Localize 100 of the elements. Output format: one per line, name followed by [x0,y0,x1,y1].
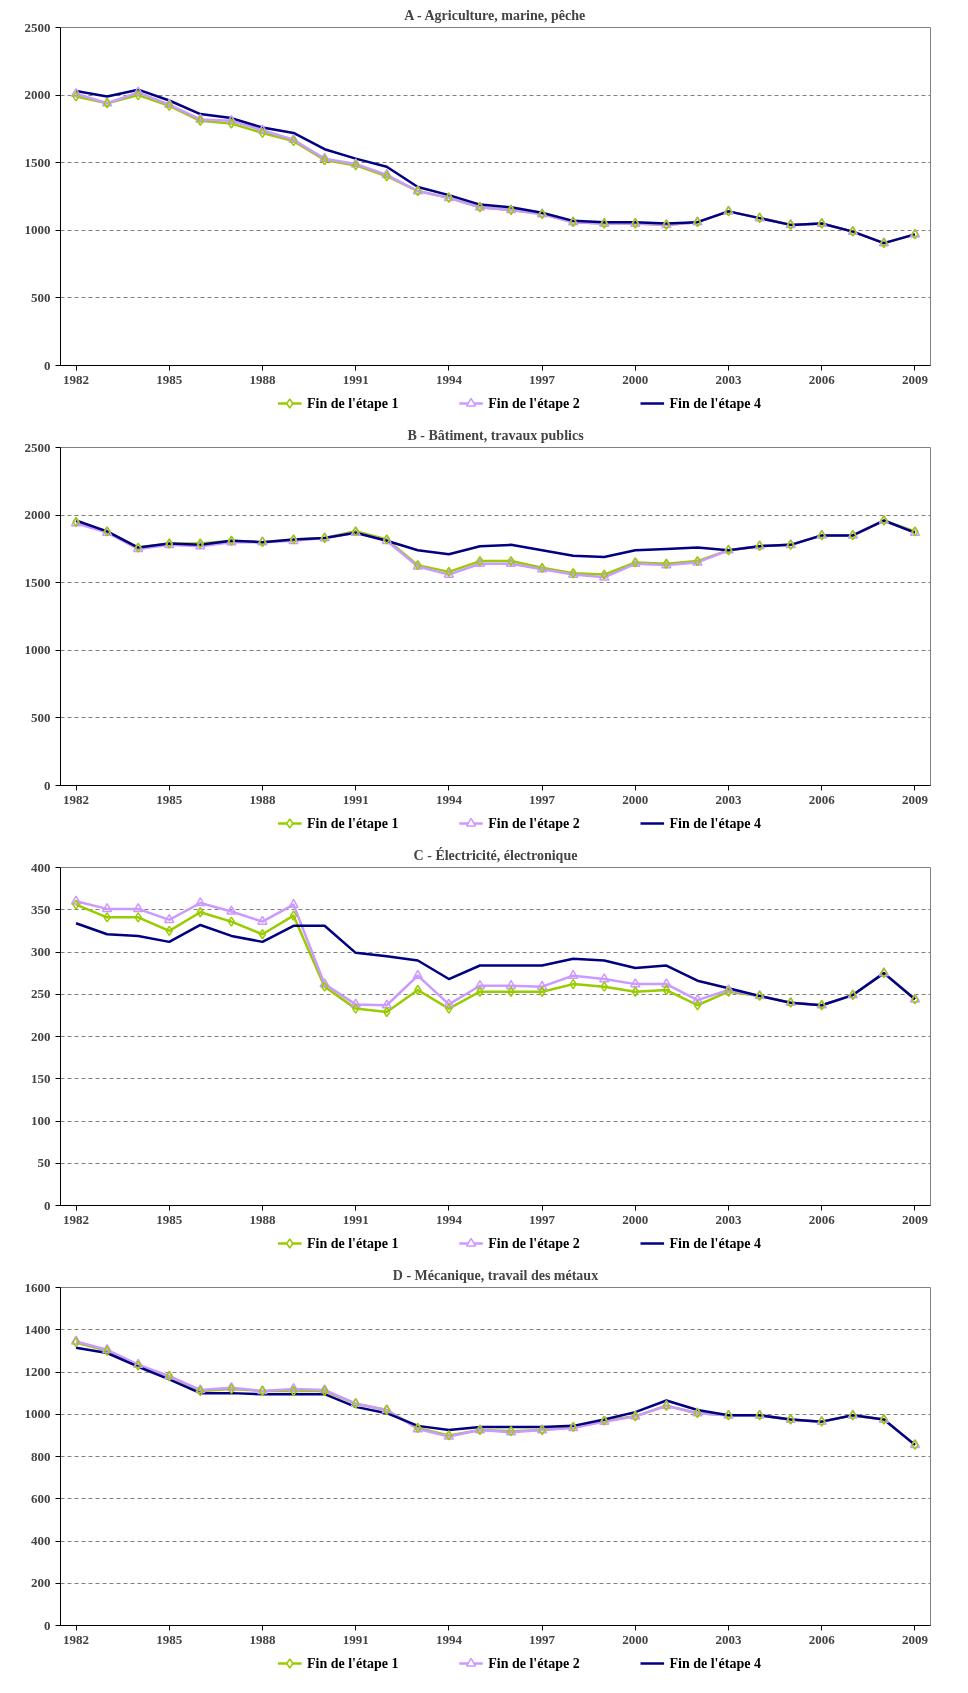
point [227,118,236,129]
legend-label: Fin de l'étape 4 [669,1656,761,1671]
y-tick-label: 50 [37,1155,51,1171]
x-tick-label: 1997 [529,1631,556,1647]
y-tick-label: 0 [44,1197,51,1213]
point [320,154,329,166]
x-tick-label: 1991 [342,1211,369,1227]
x-tick-label: 2009 [901,791,929,807]
x-tick-label: 1994 [435,371,463,387]
point [227,916,236,927]
point [661,978,672,988]
y-tick-label: 200 [31,1575,51,1591]
chart-title: A - Agriculture, marine, pêche [404,7,586,23]
x-tick-label: 2003 [715,791,743,807]
point [103,912,111,923]
y-tick-label: 2000 [24,87,51,103]
legend-label: Fin de l'étape 1 [307,1656,399,1671]
chart-title: B - Bâtiment, travaux publics [407,427,585,443]
point [196,115,205,127]
point [164,98,175,108]
legend-label: Fin de l'étape 1 [307,396,399,411]
y-tick-label: 2500 [24,19,51,35]
point [289,910,298,921]
x-tick-label: 2000 [622,791,649,807]
point [288,1382,299,1393]
point [443,998,455,1008]
chart-title: C - Électricité, électronique [413,846,578,863]
x-tick-label: 1982 [63,1211,90,1227]
point [662,984,671,996]
point [72,91,80,102]
legend-label: Fin de l'étape 2 [488,816,580,831]
y-tick-label: 150 [31,1070,51,1086]
point [196,907,205,918]
point [567,969,579,980]
point [258,929,267,940]
point [101,902,113,913]
x-tick-label: 1994 [435,1631,463,1647]
x-tick-label: 2000 [622,371,649,387]
x-tick-label: 1985 [156,1211,183,1227]
x-tick-label: 1985 [156,791,183,807]
point [350,998,361,1008]
point [630,978,641,988]
x-tick-label: 1982 [63,371,90,387]
x-tick-label: 2006 [808,1211,836,1227]
point [132,86,144,96]
y-tick-label: 0 [44,1617,51,1633]
point [289,1385,298,1397]
point [412,969,424,980]
x-tick-label: 1985 [156,371,183,387]
x-tick-label: 2009 [901,371,929,387]
y-tick-label: 2000 [24,507,51,523]
point [195,113,206,123]
legend-label: Fin de l'étape 2 [488,396,580,411]
x-tick-label: 1982 [63,791,90,807]
legend-label: Fin de l'étape 1 [307,816,399,831]
point [445,1003,453,1014]
point [536,980,548,990]
x-tick-label: 2003 [715,1631,743,1647]
legend-label: Fin de l'étape 2 [488,1236,580,1251]
y-tick-label: 1500 [24,574,51,590]
y-tick-label: 350 [31,901,51,917]
chart-title: D - Mécanique, travail des métaux [392,1267,599,1283]
point [319,978,330,988]
point [381,999,392,1009]
x-tick-label: 1997 [529,791,556,807]
point [351,1003,360,1014]
point [72,899,80,910]
y-tick-label: 300 [31,944,51,959]
point [692,994,703,1004]
point [195,897,206,907]
y-tick-label: 800 [31,1448,51,1464]
x-tick-label: 2006 [808,371,836,387]
x-tick-label: 1988 [249,791,276,807]
x-tick-label: 1997 [529,1211,556,1227]
x-tick-label: 2000 [622,1211,649,1227]
y-tick-label: 400 [31,859,51,875]
x-tick-label: 1991 [342,791,369,807]
y-tick-label: 100 [31,1113,51,1128]
y-tick-label: 200 [31,1028,51,1044]
x-tick-label: 1988 [249,1631,276,1647]
y-tick-label: 400 [31,1533,51,1548]
y-tick-label: 1400 [24,1321,51,1337]
point [319,152,330,162]
point [599,973,610,983]
x-tick-label: 2003 [715,371,743,387]
x-tick-label: 1991 [342,1631,369,1647]
point [134,912,142,923]
point [476,986,484,997]
y-tick-label: 0 [44,357,51,373]
point [132,902,144,913]
y-tick-label: 1000 [24,642,51,658]
point [257,915,268,925]
x-tick-label: 1994 [435,1211,463,1227]
point [226,114,237,125]
point [70,895,82,905]
y-tick-label: 500 [31,289,51,305]
point [505,979,517,990]
point [320,981,329,992]
point [600,981,608,992]
x-tick-label: 1997 [529,371,556,387]
